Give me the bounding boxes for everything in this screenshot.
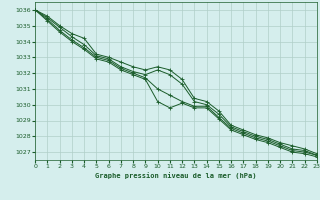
X-axis label: Graphe pression niveau de la mer (hPa): Graphe pression niveau de la mer (hPa) [95, 172, 257, 179]
